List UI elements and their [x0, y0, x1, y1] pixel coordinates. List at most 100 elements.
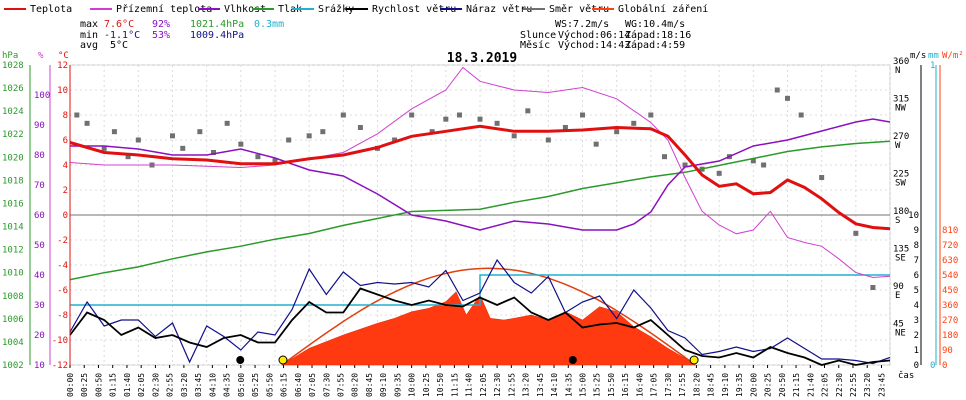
tick-temperature: 0 [63, 211, 68, 221]
x-tick-label: 01:15 [109, 373, 118, 397]
x-tick-label: 11:40 [465, 373, 474, 397]
wind-direction-point [340, 112, 346, 118]
wind-direction-point [494, 120, 500, 126]
x-tick-label: 12:30 [493, 373, 502, 397]
wind-direction-point [716, 170, 722, 176]
tick-direction: 135 [893, 245, 909, 255]
x-tick-label: 17:55 [678, 373, 687, 397]
x-tick-label: 10:00 [408, 373, 417, 397]
wind-gust-line [69, 258, 891, 365]
axes: hPa% °C1002100410061008101010121014101610… [2, 51, 964, 397]
tick-pressure: 1022 [2, 130, 24, 140]
tick-pressure: 1016 [2, 199, 24, 209]
x-tick-label: 04:10 [208, 373, 217, 397]
tick-temperature: -6 [57, 286, 68, 296]
x-tick-label: 18:20 [692, 373, 701, 397]
tick-pressure: 1018 [2, 176, 24, 186]
tick-pressure: 1024 [2, 107, 24, 117]
x-tick-label: 11:15 [450, 373, 459, 397]
clear-sky-curve [281, 267, 696, 366]
tick-humidity: 20 [34, 331, 45, 341]
tick-wind: 2 [914, 331, 919, 341]
wind-direction-point [593, 141, 599, 147]
wind-direction-point [306, 133, 312, 139]
tick-direction: 225 [893, 170, 909, 180]
stat-sun-label: Slunce [520, 30, 556, 41]
temperature-line [69, 124, 891, 231]
tick-pressure: 1006 [2, 315, 24, 325]
x-tick-label: 14:35 [564, 373, 573, 397]
wind-direction-point [477, 116, 483, 122]
tick-wind: 8 [914, 241, 919, 251]
wind-direction-point [101, 145, 107, 151]
tick-temperature: -8 [57, 311, 68, 321]
legend-label: Tlak [278, 4, 302, 15]
radiation-area [280, 291, 697, 366]
tick-radiation: 810 [942, 226, 958, 236]
wind-direction-point [631, 120, 637, 126]
wind-direction-point [238, 141, 244, 147]
tick-pressure: 1010 [2, 269, 24, 279]
tick-direction-label: SW [895, 179, 906, 189]
tick-radiation: 270 [942, 316, 958, 326]
tick-pressure: 1012 [2, 246, 24, 256]
tick-pressure: 1014 [2, 223, 24, 233]
wind-direction-point [870, 285, 876, 290]
wind-direction-point [74, 112, 80, 118]
wind-direction-point [272, 158, 278, 164]
x-tick-label: 03:45 [194, 373, 203, 397]
tick-wind: 0 [914, 361, 919, 371]
x-tick-label: 07:05 [308, 373, 317, 397]
stat-min-hum: 53% [152, 30, 170, 41]
tick-direction: 315 [893, 95, 909, 105]
x-tick-label: 15:00 [579, 373, 588, 397]
tick-direction: 45 [893, 320, 904, 330]
x-tick-label: 18:45 [707, 373, 716, 397]
legend-label: Rychlost větru [372, 3, 456, 15]
wind-direction-point [197, 129, 203, 135]
x-tick-label: 06:15 [280, 373, 289, 397]
wind-direction-point [750, 158, 756, 164]
tick-wind: 5 [914, 286, 919, 296]
tick-humidity: 60 [34, 211, 45, 221]
tick-wind: 7 [914, 256, 919, 266]
stat-avg-temp: 5°C [110, 40, 128, 51]
tick-temperature: -2 [57, 236, 68, 246]
x-tick-label: 06:40 [294, 373, 303, 397]
wind-direction-point [525, 108, 531, 114]
x-tick-label: 10:25 [422, 373, 431, 397]
x-axis-unit: čas [898, 370, 914, 381]
stat-max-press: 1021.4hPa [190, 19, 244, 30]
wind-direction-point [392, 137, 398, 143]
tick-temperature: 4 [63, 161, 68, 171]
x-tick-label: 07:55 [336, 373, 345, 397]
legend: Teplota Přízemní teplota Vlhkost Tlak Srážky… [4, 3, 708, 15]
wind-direction-point [135, 137, 141, 143]
axis-unit-pct: % [38, 51, 44, 61]
axis-unit-ms: m/s [910, 51, 926, 61]
stat-sun-rise: Východ:06:14 [558, 29, 630, 41]
legend-label: Vlhkost [224, 4, 266, 15]
tick-humidity: 30 [34, 301, 45, 311]
wind-direction-point [662, 154, 667, 160]
wind-direction-point [562, 125, 568, 130]
stat-ws: WS:7.2m/s [555, 19, 609, 30]
x-tick-label: 12:55 [507, 373, 516, 397]
wind-direction-point [443, 116, 449, 122]
x-tick-label: 03:20 [180, 373, 189, 397]
wind-direction-point [84, 120, 90, 126]
tick-temperature: 6 [63, 136, 68, 146]
legend-label: Směr větru [549, 3, 609, 15]
x-tick-label: 14:10 [550, 373, 559, 397]
tick-temperature: -10 [52, 336, 68, 346]
tick-radiation: 0 [942, 361, 947, 371]
stat-avg-label: avg [80, 40, 98, 51]
rain-line [70, 274, 890, 306]
stat-max-temp: 7.6°C [104, 19, 134, 30]
x-tick-label: 23:45 [877, 373, 886, 397]
wind-direction-point [255, 154, 261, 160]
x-tick-label: 10:50 [436, 373, 445, 397]
legend-label: Srážky [318, 3, 354, 15]
tick-radiation: 180 [942, 331, 958, 341]
